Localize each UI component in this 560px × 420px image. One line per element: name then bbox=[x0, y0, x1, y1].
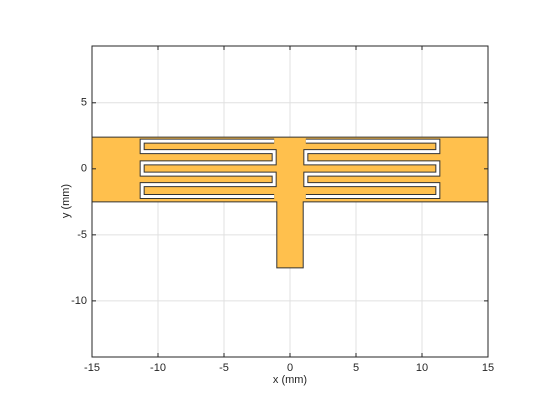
slot bbox=[140, 139, 276, 199]
y-tick-label: -10 bbox=[71, 295, 87, 307]
x-tick-label: 10 bbox=[416, 362, 428, 374]
x-tick-label: 0 bbox=[287, 362, 293, 374]
x-tick-label: -10 bbox=[150, 362, 166, 374]
x-tick-label: 5 bbox=[353, 362, 359, 374]
x-tick-label: -5 bbox=[219, 362, 229, 374]
slot bbox=[304, 139, 440, 199]
x-tick-label: 15 bbox=[482, 362, 494, 374]
x-tick-label: -15 bbox=[84, 362, 100, 374]
y-tick-label: 5 bbox=[81, 97, 87, 109]
x-axis-label: x (mm) bbox=[273, 374, 307, 386]
y-tick-label: -5 bbox=[77, 229, 87, 241]
y-axis-label: y (mm) bbox=[60, 184, 72, 218]
y-tick-label: 0 bbox=[81, 163, 87, 175]
